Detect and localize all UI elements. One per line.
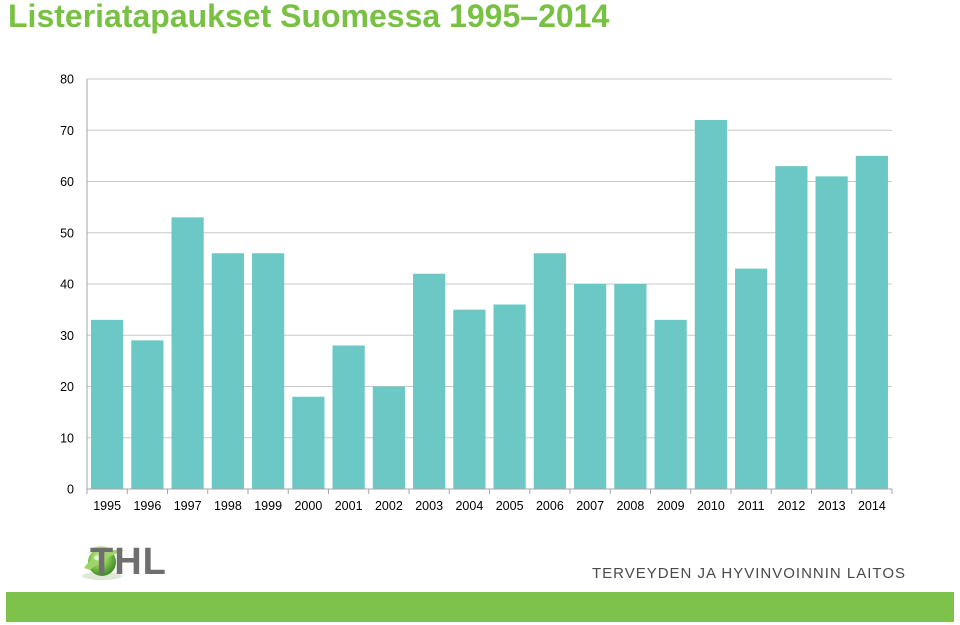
slide-title: Listeriatapaukset Suomessa 1995–2014: [8, 0, 610, 34]
x-tick-label: 2004: [455, 499, 483, 513]
x-tick-label: 2012: [777, 499, 805, 513]
x-tick-label: 2003: [415, 499, 443, 513]
bar-1998: [211, 253, 244, 489]
bar-2005: [493, 304, 526, 489]
y-tick-label: 0: [67, 483, 74, 497]
bar-chart: 0 10 20 30 40 50 60 70 80 1995 1996 1997 1998 1999 200…: [60, 73, 893, 513]
organization-name: TERVEYDEN JA HYVINVOINNIN LAITOS: [591, 565, 906, 582]
x-tick-label: 2005: [496, 499, 524, 513]
x-tick-label: 2002: [375, 499, 403, 513]
x-tick-label: 2011: [738, 499, 765, 513]
x-tick-label: 2009: [657, 499, 685, 513]
logo-wordmark: THL: [90, 541, 167, 583]
x-tick-label: 2000: [294, 499, 322, 513]
y-tick-label: 30: [60, 329, 74, 343]
bar-1995: [91, 319, 124, 489]
y-tick-label: 50: [60, 226, 74, 240]
bar-1999: [252, 253, 285, 489]
thl-leaf-globe-icon: [82, 546, 124, 580]
bar-2008: [614, 284, 647, 489]
y-tick-label: 20: [60, 380, 74, 394]
x-tick-label: 2013: [818, 499, 846, 513]
bar-1997: [171, 217, 204, 489]
x-tick-label: 1997: [174, 499, 202, 513]
bar-2004: [453, 309, 486, 489]
y-tick-label: 40: [60, 278, 74, 292]
x-tick-label: 2001: [335, 499, 363, 513]
bar-2012: [775, 166, 808, 489]
x-tick-label: 1999: [254, 499, 282, 513]
bar-2003: [413, 273, 446, 489]
x-tick-label: 2008: [616, 499, 644, 513]
y-tick-label: 10: [60, 431, 74, 445]
x-tick-label: 2014: [858, 499, 886, 513]
x-tick-label: 2006: [536, 499, 564, 513]
x-tick-label: 2010: [697, 499, 725, 513]
bar-2013: [815, 176, 848, 489]
bar-2011: [735, 268, 768, 489]
x-tick-label: 1995: [93, 499, 121, 513]
bar-2006: [533, 253, 566, 489]
bar-1996: [131, 340, 164, 489]
bar-2014: [855, 155, 888, 489]
x-tick-label: 2007: [576, 499, 604, 513]
bar-2009: [654, 319, 687, 489]
y-tick-label: 70: [60, 124, 74, 138]
y-tick-label: 80: [60, 73, 74, 87]
x-tick-label: 1998: [214, 499, 242, 513]
footer-bar: [6, 592, 954, 622]
y-tick-label: 60: [60, 175, 74, 189]
bar-2010: [694, 120, 727, 489]
bar-2002: [372, 386, 405, 489]
bar-2001: [332, 345, 365, 489]
x-tick-label: 1996: [133, 499, 161, 513]
bar-2000: [292, 396, 325, 489]
bar-2007: [574, 284, 607, 489]
